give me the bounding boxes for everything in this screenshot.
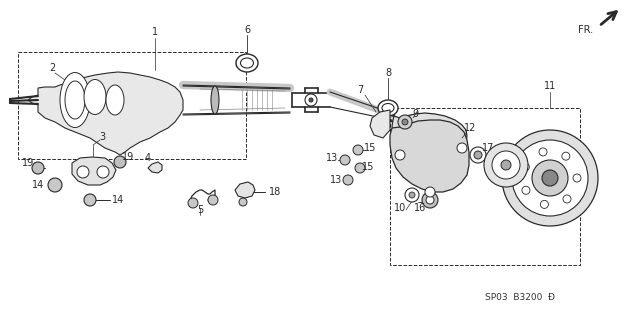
- Text: 15: 15: [362, 162, 374, 172]
- Text: 3: 3: [99, 132, 105, 142]
- Circle shape: [355, 163, 365, 173]
- Circle shape: [343, 175, 353, 185]
- Text: 15: 15: [364, 143, 376, 153]
- Circle shape: [539, 148, 547, 156]
- Circle shape: [305, 94, 317, 106]
- Circle shape: [188, 198, 198, 208]
- Circle shape: [540, 200, 548, 208]
- Circle shape: [239, 198, 247, 206]
- Text: 11: 11: [544, 81, 556, 91]
- Ellipse shape: [106, 85, 124, 115]
- Ellipse shape: [211, 86, 219, 114]
- Circle shape: [32, 162, 44, 174]
- Text: 1: 1: [152, 27, 158, 37]
- Circle shape: [573, 174, 581, 182]
- Circle shape: [84, 194, 96, 206]
- Circle shape: [532, 160, 568, 196]
- Circle shape: [457, 143, 467, 153]
- Text: 14: 14: [32, 180, 44, 190]
- Circle shape: [340, 155, 350, 165]
- Circle shape: [398, 115, 412, 129]
- Circle shape: [501, 160, 511, 170]
- Polygon shape: [370, 110, 390, 138]
- Ellipse shape: [65, 81, 85, 119]
- Circle shape: [114, 156, 126, 168]
- Circle shape: [542, 170, 558, 186]
- Text: 19: 19: [22, 158, 34, 168]
- Circle shape: [309, 98, 313, 102]
- Circle shape: [77, 166, 89, 178]
- Text: 18: 18: [269, 187, 281, 197]
- Circle shape: [422, 192, 438, 208]
- Circle shape: [208, 195, 218, 205]
- Ellipse shape: [241, 58, 253, 68]
- Text: 14: 14: [112, 195, 124, 205]
- Circle shape: [426, 196, 434, 204]
- Polygon shape: [390, 120, 469, 192]
- Polygon shape: [235, 182, 255, 198]
- Text: 10: 10: [394, 203, 406, 213]
- Polygon shape: [72, 157, 116, 185]
- Circle shape: [512, 140, 588, 216]
- Text: 8: 8: [385, 68, 391, 78]
- Text: 17: 17: [482, 143, 494, 153]
- Circle shape: [97, 166, 109, 178]
- Text: 6: 6: [244, 25, 250, 35]
- Polygon shape: [28, 72, 183, 155]
- Text: 2: 2: [49, 63, 55, 73]
- Bar: [18, 52, 246, 159]
- Text: 12: 12: [464, 123, 476, 133]
- Circle shape: [405, 188, 419, 202]
- Polygon shape: [392, 113, 467, 157]
- Circle shape: [522, 163, 529, 171]
- Ellipse shape: [60, 72, 90, 128]
- Circle shape: [409, 192, 415, 198]
- Text: 19: 19: [122, 152, 134, 162]
- Text: 16: 16: [414, 203, 426, 213]
- Circle shape: [484, 143, 528, 187]
- Circle shape: [470, 147, 486, 163]
- Text: 7: 7: [357, 85, 363, 95]
- Circle shape: [492, 151, 520, 179]
- Text: FR.: FR.: [579, 25, 593, 35]
- Ellipse shape: [378, 100, 398, 116]
- Ellipse shape: [236, 54, 258, 72]
- Circle shape: [402, 119, 408, 125]
- Text: 5: 5: [197, 205, 203, 215]
- Text: 13: 13: [330, 175, 342, 185]
- Text: SP03  B3200  Ð: SP03 B3200 Ð: [485, 293, 555, 302]
- Circle shape: [563, 195, 571, 203]
- Text: 4: 4: [145, 153, 151, 163]
- Ellipse shape: [84, 79, 106, 115]
- Polygon shape: [148, 162, 162, 173]
- Circle shape: [562, 152, 570, 160]
- Circle shape: [353, 145, 363, 155]
- Circle shape: [522, 186, 530, 194]
- Ellipse shape: [382, 103, 394, 113]
- Text: 9: 9: [412, 109, 418, 119]
- Bar: [390, 108, 580, 265]
- Circle shape: [474, 151, 482, 159]
- Circle shape: [48, 178, 62, 192]
- Circle shape: [425, 187, 435, 197]
- Text: 13: 13: [326, 153, 338, 163]
- Circle shape: [395, 150, 405, 160]
- Circle shape: [502, 130, 598, 226]
